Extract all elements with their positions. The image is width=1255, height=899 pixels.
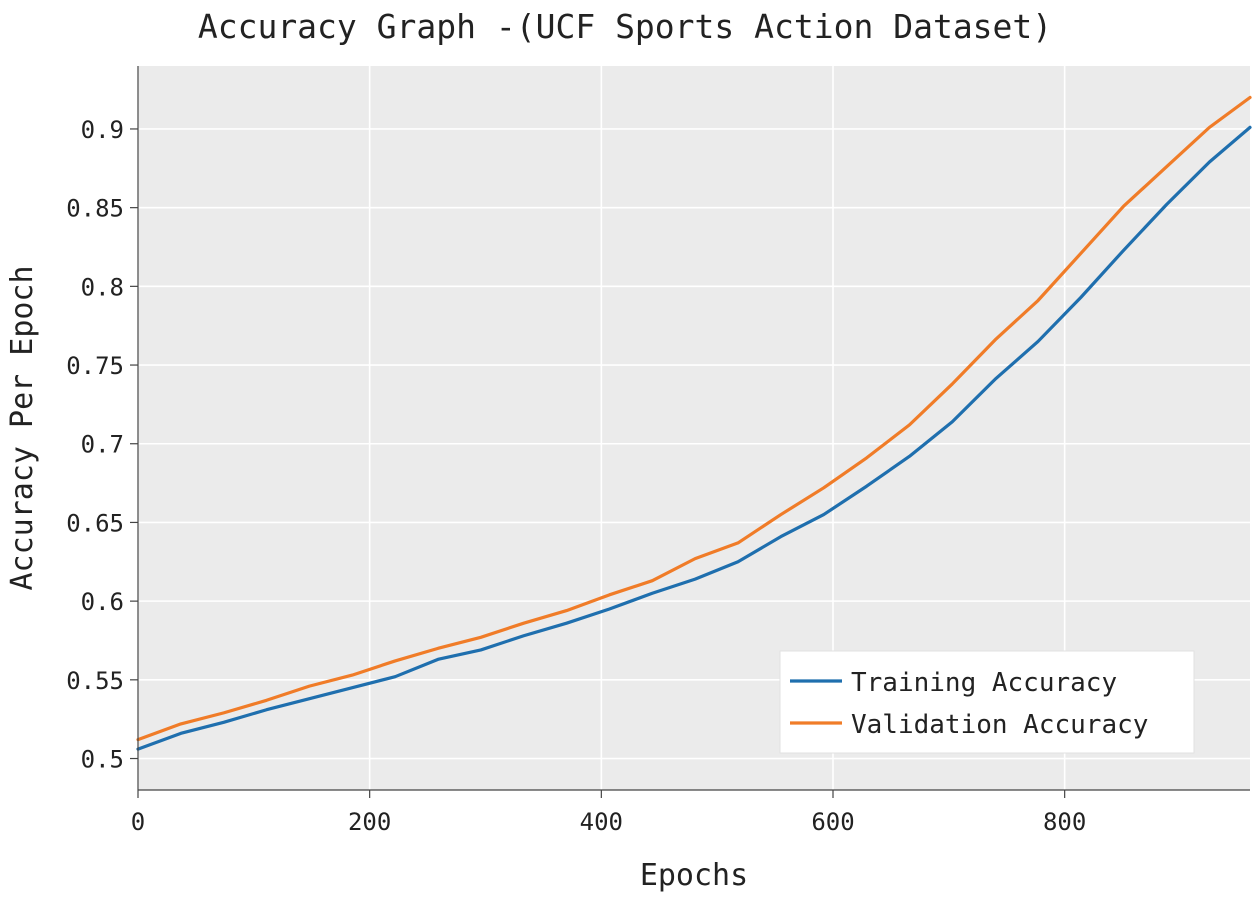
y-tick-label: 0.8	[81, 273, 124, 301]
legend-label-training: Training Accuracy	[851, 668, 1117, 698]
x-tick-label: 800	[1043, 808, 1086, 836]
series-line-training	[136, 125, 1252, 751]
y-tick-label: 0.9	[81, 116, 124, 144]
series-line-validation	[136, 95, 1252, 742]
x-tick-label: 0	[131, 808, 145, 836]
y-tick-label: 0.5	[81, 746, 124, 774]
series-layer	[136, 95, 1252, 751]
chart-title: Accuracy Graph -(UCF Sports Action Datas…	[198, 7, 1052, 46]
y-tick-label: 0.7	[81, 431, 124, 459]
y-tick-label: 0.6	[81, 588, 124, 616]
x-tick-label: 600	[811, 808, 854, 836]
y-axis-label: Accuracy Per Epoch	[5, 265, 40, 590]
x-axis-ticks: 0 200 400 600 800	[131, 790, 1086, 836]
x-axis-label: Epochs	[640, 858, 748, 893]
legend-box	[779, 650, 1195, 754]
legend-label-validation: Validation Accuracy	[851, 710, 1148, 740]
x-tick-label: 200	[348, 808, 391, 836]
x-tick-label: 400	[580, 808, 623, 836]
y-tick-label: 0.65	[66, 509, 124, 537]
y-tick-label: 0.55	[66, 667, 124, 695]
legend: Training Accuracy Validation Accuracy	[779, 650, 1195, 754]
y-axis-ticks: 0.5 0.55 0.6 0.65 0.7 0.75 0.8 0.85 0.9	[66, 116, 138, 774]
y-tick-label: 0.75	[66, 352, 124, 380]
grid	[137, 66, 1250, 790]
y-tick-label: 0.85	[66, 195, 124, 223]
